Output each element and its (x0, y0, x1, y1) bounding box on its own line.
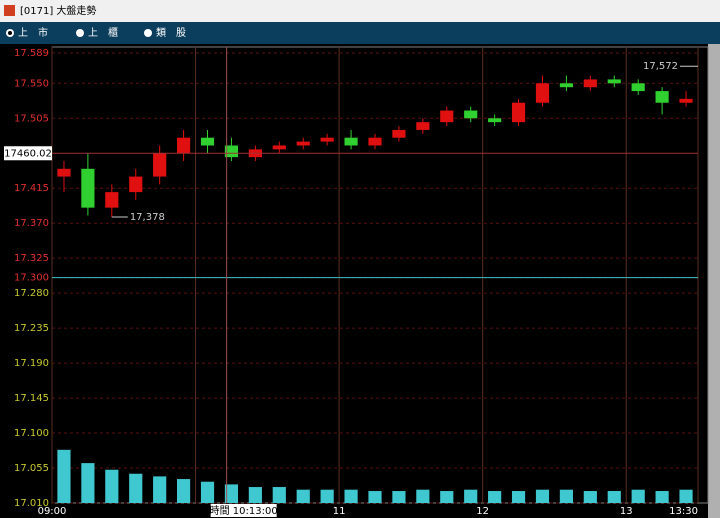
volume-bar (559, 489, 573, 503)
candle-body (583, 79, 597, 88)
y-tick-label: 17.505 (14, 113, 49, 124)
volume-bar (57, 449, 71, 503)
volume-bar (607, 491, 621, 503)
y-tick-label: 17.550 (14, 78, 49, 89)
candle-body (200, 137, 215, 146)
cursor-x-label: 時間 10:13:00 (210, 505, 278, 517)
radio[interactable] (76, 29, 84, 37)
x-tick-label: 13:30 (669, 506, 698, 517)
candle-body (607, 79, 621, 84)
volume-bar (511, 491, 526, 503)
tab-bar (0, 22, 720, 44)
candle-body (272, 145, 286, 150)
candle-body (296, 141, 310, 146)
candle-body (511, 102, 526, 123)
candle-body (105, 192, 119, 208)
tab-label[interactable]: 類 股 (156, 27, 186, 39)
y-tick-label: 17.589 (14, 48, 49, 59)
y-tick-label: 17.190 (14, 358, 49, 369)
volume-bar (105, 469, 119, 503)
candle-body (535, 83, 550, 103)
volume-bar (344, 489, 358, 503)
annotation: 17,378 (130, 212, 165, 223)
volume-bar (583, 491, 597, 503)
annotation: 17,572 (643, 61, 678, 72)
candle-body (57, 168, 71, 177)
volume-bar (655, 491, 669, 503)
y-tick-label: 17.055 (14, 463, 49, 474)
x-tick-label: 13 (620, 506, 633, 517)
window-title: [0171] 大盤走勢 (20, 4, 96, 17)
volume-bar (631, 489, 645, 503)
radio[interactable] (144, 29, 152, 37)
candle-body (464, 110, 478, 119)
title-bar (0, 0, 720, 22)
volume-bar (392, 491, 406, 503)
side-panel (708, 44, 720, 518)
volume-bar (248, 487, 262, 503)
cursor-y-label: 17460.02 (4, 148, 52, 159)
x-tick-label: 11 (333, 506, 346, 517)
y-tick-label: 17.370 (14, 218, 49, 229)
x-tick-label: 12 (476, 506, 489, 517)
volume-bar (129, 473, 143, 503)
candle-body (631, 83, 645, 92)
app-icon (4, 5, 15, 16)
y-tick-label: 17.415 (14, 183, 49, 194)
candle-body (679, 98, 693, 103)
x-tick-label: 09:00 (38, 506, 67, 517)
tab-label[interactable]: 上 櫃 (88, 26, 118, 39)
volume-bar (368, 491, 382, 503)
y-tick-label: 17.145 (14, 393, 49, 404)
candle-body (559, 83, 573, 88)
candle-body (153, 153, 167, 177)
y-tick-label: 17.235 (14, 323, 49, 334)
candle-body (224, 145, 239, 158)
cursor-x-box (210, 504, 277, 517)
radio-dot (8, 31, 12, 35)
volume-bar (440, 491, 454, 503)
candle-body (488, 118, 502, 123)
volume-bar (416, 489, 430, 503)
candle-body (129, 176, 143, 193)
candle-body (320, 137, 334, 142)
cursor-y-box (4, 146, 52, 161)
volume-bar (535, 489, 550, 503)
volume-bar (272, 487, 286, 503)
candle-body (416, 122, 430, 130)
volume-bar (464, 489, 478, 503)
candle-body (655, 91, 669, 103)
y-tick-label: 17.280 (14, 288, 49, 299)
volume-bar (224, 484, 239, 503)
y-tick-label: 17.010 (14, 498, 49, 509)
volume-bar (200, 481, 215, 503)
volume-bar (177, 479, 191, 503)
candle-body (177, 137, 191, 154)
tab-label[interactable]: 上 市 (18, 26, 48, 39)
candle-body (81, 168, 95, 208)
y-tick-label: 17.325 (14, 253, 49, 264)
volume-bar (153, 476, 167, 503)
volume-bar (320, 489, 334, 503)
volume-bar (81, 463, 95, 503)
candle-body (368, 137, 382, 146)
candle-body (440, 110, 454, 123)
volume-bar (679, 489, 693, 503)
candle-body (344, 137, 358, 146)
volume-bar (296, 489, 310, 503)
y-tick-label: 17.100 (14, 428, 49, 439)
volume-bar (488, 491, 502, 503)
candle-body (392, 129, 406, 138)
tabs: 上 市 上 櫃 類 股 (6, 26, 186, 39)
y-tick-label: 17.300 (14, 273, 49, 284)
